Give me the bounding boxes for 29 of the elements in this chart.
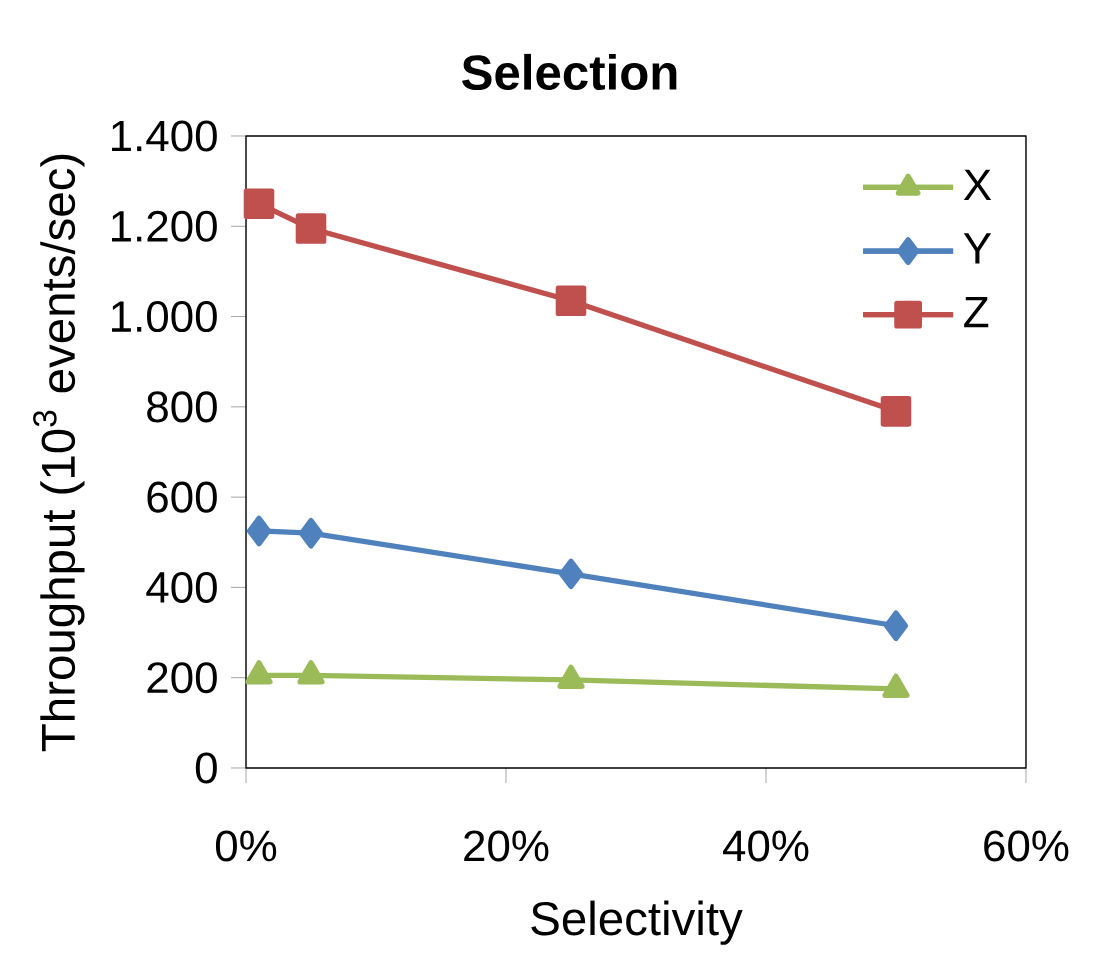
point xyxy=(245,660,273,685)
y-tick-label: 1.400 xyxy=(112,120,217,152)
x-tick-label: 40% xyxy=(723,830,809,862)
point xyxy=(882,673,910,698)
y-axis-title: Throughput (10$^{3}$ events/sec) xyxy=(33,154,85,752)
legend-label: Y xyxy=(963,233,992,264)
y-tick-label: 800 xyxy=(147,391,217,423)
point xyxy=(555,285,587,317)
chart-title: Selection xyxy=(462,53,677,91)
point xyxy=(880,396,912,427)
y-tick-label: 400 xyxy=(146,571,217,603)
point xyxy=(246,515,272,547)
point xyxy=(295,213,327,244)
x-tick-label: 60% xyxy=(984,830,1069,862)
point xyxy=(243,188,275,219)
legend-label: X xyxy=(963,169,992,200)
y-tick-label: 600 xyxy=(147,481,217,513)
point xyxy=(558,558,584,590)
x-tick-label: 20% xyxy=(464,830,549,862)
y-tick-label: 200 xyxy=(147,662,217,694)
x-axis-title: Selectivity xyxy=(531,900,743,945)
point xyxy=(298,517,324,549)
legend-label: Z xyxy=(964,296,989,328)
x-tick-label: 0% xyxy=(215,830,277,862)
y-tick-label: 1.000 xyxy=(112,301,217,333)
y-tick-label: 1.200 xyxy=(112,210,217,242)
y-tick-label: 0 xyxy=(195,752,217,784)
point xyxy=(297,660,325,685)
point xyxy=(557,664,585,689)
